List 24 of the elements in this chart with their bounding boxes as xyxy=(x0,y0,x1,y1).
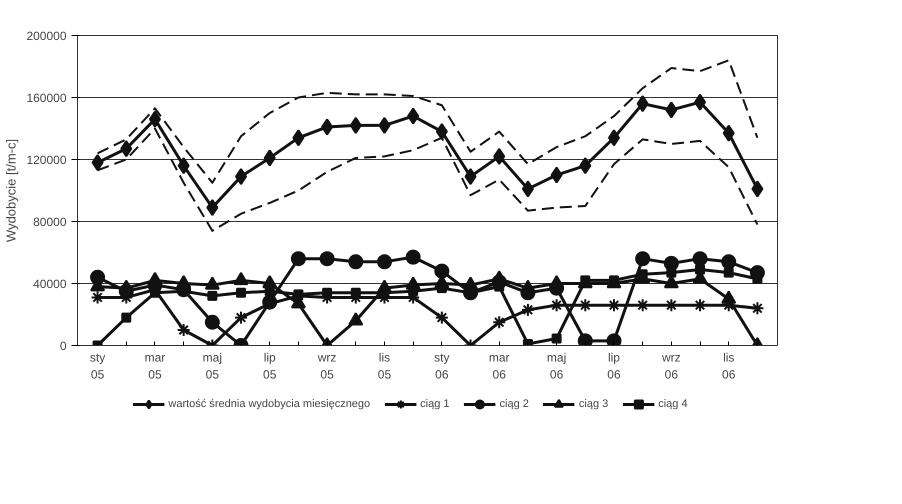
x-tick-label: wrz 06 xyxy=(661,350,681,382)
x-tick-label: mar 05 xyxy=(144,350,166,382)
y-axis-title: Wydobycie [t/m-c] xyxy=(3,138,18,242)
x-tick-label: sty 06 xyxy=(434,350,450,382)
y-tick-label: 40000 xyxy=(33,277,67,291)
legend-label: ciąg 4 xyxy=(658,398,688,410)
x-tick-label: maj 05 xyxy=(202,350,222,382)
y-tick-label: 160000 xyxy=(26,91,67,105)
legend-label: wartość średnia wydobycia miesięcznego xyxy=(168,398,370,410)
legend-label: ciąg 2 xyxy=(500,398,529,410)
y-tick-label: 120000 xyxy=(26,153,67,167)
legend-label: ciąg 3 xyxy=(578,398,608,410)
legend-label: ciąg 1 xyxy=(420,398,450,410)
x-tick-label: lip 05 xyxy=(263,350,277,382)
x-tick-label: sty 05 xyxy=(90,350,106,382)
x-tick-label: lis 05 xyxy=(378,350,392,382)
x-tick-label: lis 06 xyxy=(722,350,736,382)
x-tick-label: wrz 05 xyxy=(316,350,336,382)
y-tick-label: 200000 xyxy=(26,29,67,43)
x-tick-label: lip 06 xyxy=(607,350,621,382)
x-tick-label: mar 06 xyxy=(488,350,510,382)
y-tick-label: 0 xyxy=(60,339,67,353)
x-tick-label: maj 06 xyxy=(546,350,566,382)
y-tick-label: 80000 xyxy=(33,215,67,229)
